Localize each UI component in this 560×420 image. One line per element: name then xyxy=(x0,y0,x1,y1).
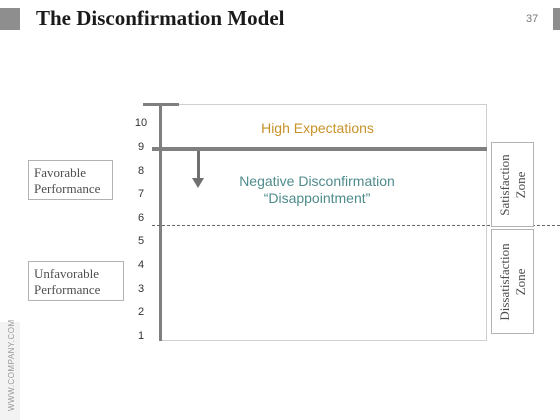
unfavorable-line1: Unfavorable xyxy=(34,266,99,281)
satisfaction-zone-label: Satisfaction Zone xyxy=(497,154,529,215)
y-tick-6: 6 xyxy=(137,212,145,224)
unfavorable-line2: Performance xyxy=(34,282,101,297)
page-number: 37 xyxy=(526,13,539,25)
y-tick-8: 8 xyxy=(137,165,145,177)
y-tick-9: 9 xyxy=(137,141,145,153)
page-title: The Disconfirmation Model xyxy=(36,6,285,30)
negative-disconfirmation-line1: Negative Disconfirmation xyxy=(239,173,395,189)
title-accent-bar xyxy=(0,8,20,30)
down-arrow-head xyxy=(192,178,204,188)
negative-disconfirmation-line2: “Disappointment” xyxy=(263,190,371,206)
dissatisfaction-zone-label: Dissatisfaction Zone xyxy=(497,243,529,320)
expectation-level-line xyxy=(152,147,487,151)
dissatisfaction-zone-box: Dissatisfaction Zone xyxy=(491,229,534,334)
satisfaction-zone-box: Satisfaction Zone xyxy=(491,142,534,227)
favorable-line2: Performance xyxy=(34,181,101,196)
y-tick-7: 7 xyxy=(137,188,145,200)
watermark-strip xyxy=(0,322,20,420)
company-watermark: WWW.COMPANY.COM xyxy=(7,319,16,411)
dissatisfaction-line2: Zone xyxy=(512,268,528,295)
y-tick-10: 10 xyxy=(134,117,148,129)
satisfaction-line1: Satisfaction xyxy=(496,153,512,216)
y-tick-4: 4 xyxy=(137,259,145,271)
high-expectations-label: High Expectations xyxy=(261,120,374,136)
unfavorable-performance-box: Unfavorable Performance xyxy=(28,261,124,301)
diagram-frame xyxy=(160,104,487,341)
y-tick-1: 1 xyxy=(137,330,145,342)
down-arrow-icon xyxy=(197,151,200,178)
dissatisfaction-line1: Dissatisfaction xyxy=(496,242,512,321)
negative-disconfirmation-label: Negative Disconfirmation “Disappointment… xyxy=(222,173,412,207)
y-tick-5: 5 xyxy=(137,235,145,247)
favorable-line1: Favorable xyxy=(34,165,86,180)
page-number-accent-bar xyxy=(553,8,560,30)
y-tick-2: 2 xyxy=(137,306,145,318)
y-tick-3: 3 xyxy=(137,283,145,295)
neutral-dashed-line xyxy=(152,225,560,226)
favorable-performance-box: Favorable Performance xyxy=(28,160,113,200)
satisfaction-line2: Zone xyxy=(512,171,528,198)
y-axis-line xyxy=(159,104,162,341)
